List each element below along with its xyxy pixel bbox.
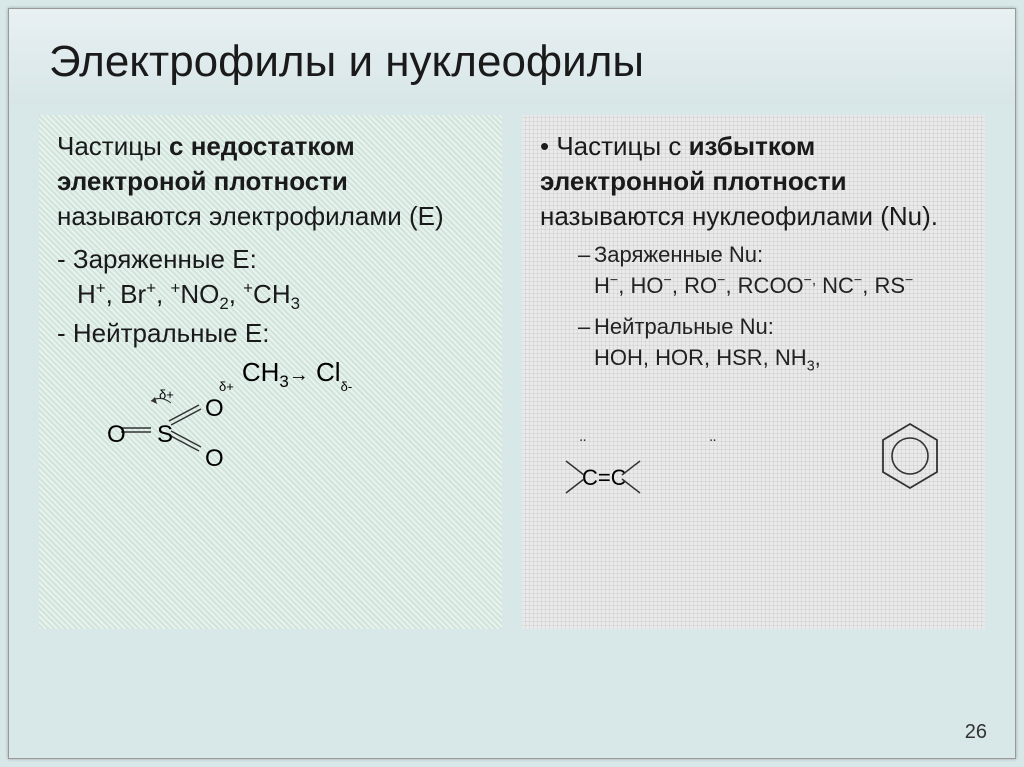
cc-double-bond: C=C — [582, 465, 627, 491]
content-row: Частицы с недостатком электроной плотнос… — [9, 105, 1015, 629]
right-neutral-items: HOH, HOR, HSR, NH3, — [578, 345, 821, 370]
cc-svg-icon — [558, 453, 668, 503]
title-area: Электрофилы и нуклеофилы — [9, 9, 1015, 105]
delta-minus-1: δ- — [341, 379, 353, 394]
delta-plus-1: δ+ — [219, 379, 234, 394]
formula-block: δ+CH3→ Clδ- δ+ O S — [57, 357, 484, 467]
right-intro-suffix: называются нуклеофилами (Nu). — [540, 201, 938, 231]
left-intro-prefix: Частицы — [57, 131, 162, 161]
right-intro: Частицы с избытком электронной плотности… — [540, 129, 967, 234]
right-charged-items: H−, HO−, RO−, RCOO−, NC−, RS− — [578, 273, 913, 298]
page-number: 26 — [965, 721, 987, 744]
slide: Электрофилы и нуклеофилы Частицы с недос… — [8, 8, 1016, 759]
so3-o3: O — [205, 445, 224, 473]
left-intro-suffix: называются электрофилами (Е) — [57, 201, 444, 231]
so3-s: S — [157, 421, 173, 449]
right-neutral-block: –Нейтральные Nu: HOH, HOR, HSR, NH3, — [540, 312, 967, 376]
so3-o2: O — [205, 395, 224, 423]
left-charged-label: - Заряженные Е: — [57, 242, 484, 277]
so3-svg-icon — [111, 393, 251, 463]
benzene-ring-icon — [875, 418, 945, 499]
ch3cl-formula: δ+CH3→ Clδ- — [227, 357, 352, 392]
right-intro-prefix: Частицы с — [556, 131, 688, 161]
left-neutral-label: - Нейтральные Е: — [57, 316, 484, 351]
right-neutral-label: Нейтральные Nu: — [594, 314, 774, 339]
left-charged-items: H+, Br+, +NO2, +CH3 — [57, 277, 484, 316]
so3-o1: O — [107, 421, 126, 449]
left-intro: Частицы с недостатком электроной плотнос… — [57, 129, 484, 234]
right-column: Частицы с избытком электронной плотности… — [522, 115, 985, 629]
left-column: Частицы с недостатком электроной плотнос… — [39, 115, 502, 629]
right-charged-block: –Заряженные Nu: H−, HO−, RO−, RCOO−, NC−… — [540, 240, 967, 302]
right-charged-label: Заряженные Nu: — [594, 242, 763, 267]
slide-title: Электрофилы и нуклеофилы — [49, 37, 975, 87]
